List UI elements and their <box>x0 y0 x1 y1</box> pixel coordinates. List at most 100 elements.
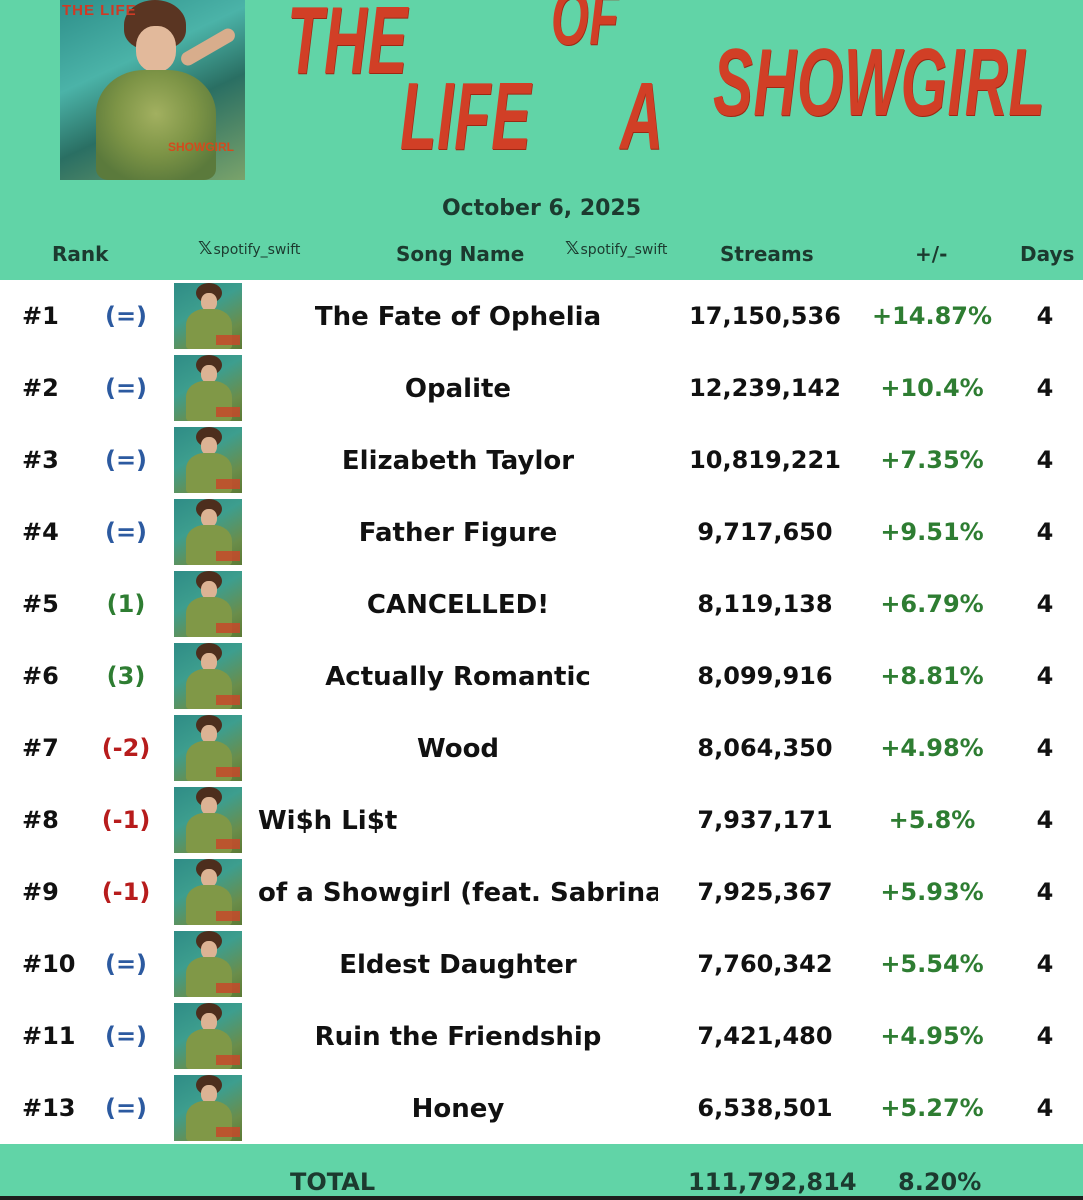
stream-count: 7,925,367 <box>697 878 833 906</box>
handle-watermark: 𝕏spotify_swift <box>565 238 667 259</box>
change-percent: +14.87% <box>871 302 993 330</box>
days-count: 4 <box>1036 518 1054 546</box>
song-name: CANCELLED! <box>366 590 550 620</box>
song-thumbnail <box>174 499 242 565</box>
song-thumbnail <box>174 715 242 781</box>
thumb-text-mark <box>216 479 240 489</box>
table-row: #5 (1) CANCELLED! 8,119,138 +6.79% 4 <box>0 568 1083 640</box>
thumb-face <box>201 509 217 527</box>
thumb-face <box>201 365 217 383</box>
rank-change: (1) <box>106 590 146 618</box>
rank-change: (-2) <box>101 734 151 762</box>
handle-text: spotify_swift <box>580 242 668 258</box>
table-row: #13 (=) Honey 6,538,501 +5.27% 4 <box>0 1072 1083 1144</box>
total-streams: 111,792,814 <box>688 1168 857 1196</box>
rank-change: (=) <box>104 302 148 330</box>
days-count: 4 <box>1036 374 1054 402</box>
stream-count: 17,150,536 <box>689 302 841 330</box>
change-percent: +5.93% <box>880 878 984 906</box>
song-name: Ruin the Friendship <box>314 1022 602 1052</box>
thumb-text-mark <box>216 695 240 705</box>
rank-change: (=) <box>104 518 148 546</box>
song-thumbnail <box>174 931 242 997</box>
title-word-the: THE <box>287 0 408 94</box>
song-name: Honey <box>411 1094 505 1124</box>
rank-number: #10 <box>22 950 76 978</box>
rank-change: (=) <box>104 950 148 978</box>
column-header-change: +/- <box>915 242 948 266</box>
stream-count: 8,064,350 <box>697 734 833 762</box>
song-thumbnail <box>174 787 242 853</box>
table-row: #9 (-1) of a Showgirl (feat. Sabrina Ca 7,9… <box>0 856 1083 928</box>
rank-change: (3) <box>106 662 146 690</box>
thumb-face <box>201 1085 217 1103</box>
title-word-showgirl: SHOWGIRL <box>713 29 1046 136</box>
thumb-face <box>201 869 217 887</box>
song-name: Elizabeth Taylor <box>341 446 575 476</box>
rank-number: #7 <box>22 734 59 762</box>
rank-change: (=) <box>104 1094 148 1122</box>
thumb-text-mark <box>216 623 240 633</box>
table-row: #6 (3) Actually Romantic 8,099,916 +8.81% 4 <box>0 640 1083 712</box>
song-name: of a Showgirl (feat. Sabrina Ca <box>258 878 658 908</box>
thumb-text-mark <box>216 983 240 993</box>
thumb-face <box>201 293 217 311</box>
table-row: #11 (=) Ruin the Friendship 7,421,480 +4.95%… <box>0 1000 1083 1072</box>
thumb-face <box>201 1013 217 1031</box>
column-header-streams: Streams <box>720 242 814 266</box>
table-row: #8 (-1) Wi$h Li$t 7,937,171 +5.8% 4 <box>0 784 1083 856</box>
song-thumbnail <box>174 355 242 421</box>
change-percent: +8.81% <box>880 662 984 690</box>
song-name: The Fate of Ophelia <box>314 302 602 332</box>
thumb-text-mark <box>216 1055 240 1065</box>
thumb-face <box>201 653 217 671</box>
song-thumbnail <box>174 1003 242 1069</box>
rank-number: #1 <box>22 302 59 330</box>
title-word-a: A <box>620 63 664 170</box>
rank-number: #5 <box>22 590 59 618</box>
table-row: #7 (-2) Wood 8,064,350 +4.98% 4 <box>0 712 1083 784</box>
rank-number: #8 <box>22 806 59 834</box>
thumb-text-mark <box>216 551 240 561</box>
thumb-face <box>201 581 217 599</box>
thumb-face <box>201 797 217 815</box>
song-thumbnail <box>174 643 242 709</box>
thumb-face <box>201 941 217 959</box>
change-percent: +5.27% <box>880 1094 984 1122</box>
rank-number: #9 <box>22 878 59 906</box>
cover-arm <box>178 25 238 69</box>
rank-change: (=) <box>104 374 148 402</box>
thumb-text-mark <box>216 1127 240 1137</box>
song-name: Father Figure <box>358 518 558 548</box>
rank-number: #13 <box>22 1094 76 1122</box>
x-logo-icon: 𝕏 <box>565 238 580 259</box>
thumb-text-mark <box>216 839 240 849</box>
song-name: Opalite <box>404 374 512 404</box>
thumb-text-mark <box>216 911 240 921</box>
rank-number: #2 <box>22 374 59 402</box>
table-row: #3 (=) Elizabeth Taylor 10,819,221 +7.35% 4 <box>0 424 1083 496</box>
column-header-song: Song Name <box>396 242 525 266</box>
days-count: 4 <box>1036 878 1054 906</box>
table-row: #4 (=) Father Figure 9,717,650 +9.51% 4 <box>0 496 1083 568</box>
header-band: THE LIFE SHOWGIRL THE OF LIFE A SHOWGIRL… <box>0 0 1083 280</box>
song-thumbnail <box>174 427 242 493</box>
x-logo-icon: 𝕏 <box>198 238 213 259</box>
bottom-edge <box>0 1196 1083 1200</box>
change-percent: +6.79% <box>880 590 984 618</box>
cover-dress <box>96 70 216 180</box>
days-count: 4 <box>1036 806 1054 834</box>
change-percent: +10.4% <box>880 374 984 402</box>
total-pct: 8.20% <box>898 1168 982 1196</box>
cover-title-text: THE LIFE <box>62 2 137 19</box>
days-count: 4 <box>1036 950 1054 978</box>
column-header-rank: Rank <box>52 242 109 266</box>
thumb-text-mark <box>216 407 240 417</box>
days-count: 4 <box>1036 734 1054 762</box>
rank-change: (-1) <box>101 806 151 834</box>
change-percent: +5.54% <box>880 950 984 978</box>
song-name: Actually Romantic <box>325 662 591 692</box>
title-word-life: LIFE <box>400 63 532 170</box>
change-percent: +5.8% <box>888 806 976 834</box>
stream-count: 6,538,501 <box>697 1094 833 1122</box>
